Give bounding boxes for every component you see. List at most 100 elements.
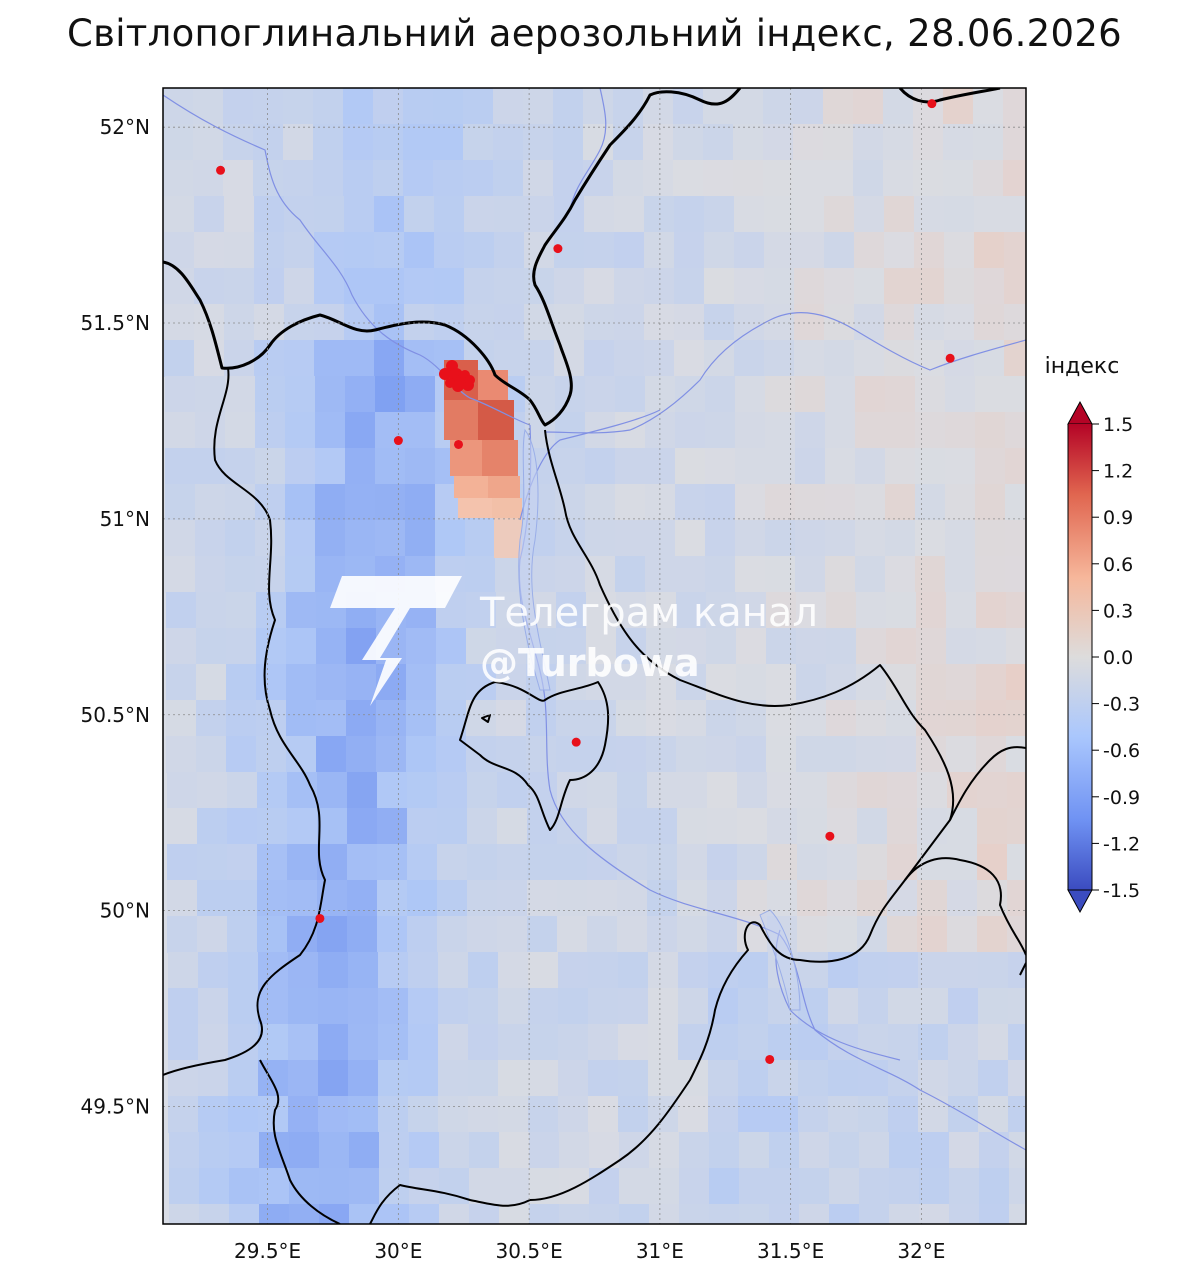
aerosol-pixel <box>407 844 438 881</box>
aerosol-pixel <box>169 1204 200 1224</box>
aerosol-pixel <box>798 1024 829 1061</box>
aerosol-pixel <box>797 844 828 881</box>
aerosol-pixel <box>797 772 828 809</box>
aerosol-pixel <box>255 412 286 449</box>
aerosol-pixel <box>1004 304 1026 341</box>
aerosol-pixel <box>343 88 374 125</box>
aerosol-pixel <box>228 1024 259 1061</box>
aerosol-pixel <box>226 592 257 629</box>
aerosol-pixel <box>287 808 318 845</box>
aerosol-pixel <box>194 196 225 233</box>
aerosol-pixel <box>403 124 434 161</box>
aerosol-pixel <box>554 304 585 341</box>
aerosol-pixel <box>645 484 676 521</box>
aerosol-pixel <box>193 160 224 197</box>
aerosol-pixel <box>763 88 794 125</box>
aerosol-pixel <box>223 88 254 125</box>
aerosol-pixel <box>974 340 1005 377</box>
aerosol-pixel <box>793 88 824 125</box>
aerosol-pixel <box>828 1096 859 1133</box>
aerosol-pixel <box>497 772 528 809</box>
aerosol-pixel <box>197 808 228 845</box>
aerosol-pixel <box>855 412 886 449</box>
aerosol-pixel <box>679 1168 710 1205</box>
aerosol-pixel <box>167 808 198 845</box>
aerosol-pixel <box>228 988 259 1025</box>
aerosol-pixel <box>769 1132 800 1169</box>
aerosol-pixel <box>373 124 404 161</box>
aerosol-pixel <box>408 1060 439 1097</box>
aerosol-pixel <box>438 988 469 1025</box>
aerosol-pixel <box>885 376 916 413</box>
aerosol-pixel <box>975 520 1006 557</box>
aerosol-pixel <box>405 412 436 449</box>
aerosol-pixel <box>168 1024 199 1061</box>
aerosol-pixel <box>975 484 1006 521</box>
aerosol-pixel <box>198 1096 229 1133</box>
x-axis-ticks: 29.5°E 30°E 30.5°E 31°E 31.5°E 32°E <box>234 1239 945 1263</box>
aerosol-pixel <box>739 1204 770 1224</box>
aerosol-pixel <box>945 448 976 485</box>
aerosol-pixel <box>197 880 228 917</box>
aerosol-pixel <box>943 160 974 197</box>
aerosol-pixel <box>915 412 946 449</box>
aerosol-pixel <box>853 160 884 197</box>
aerosol-pixel <box>828 1060 859 1097</box>
aerosol-pixel <box>883 124 914 161</box>
aerosol-pixel <box>288 952 319 989</box>
aerosol-pixel <box>223 160 254 197</box>
aerosol-pixel <box>405 520 436 557</box>
aerosol-pixel <box>739 1168 770 1205</box>
aerosol-pixel <box>289 1204 320 1224</box>
aerosol-pixel <box>498 988 529 1025</box>
aerosol-pixel <box>284 196 315 233</box>
aerosol-pixel <box>945 412 976 449</box>
aerosol-pixel <box>887 916 918 953</box>
aerosol-pixel <box>705 412 736 449</box>
aerosol-pixel <box>765 556 796 593</box>
aerosol-pixel <box>494 268 525 305</box>
aerosol-pixel <box>645 376 676 413</box>
aerosol-pixel <box>254 196 285 233</box>
aerosol-pixel <box>406 628 437 665</box>
aerosol-pixel <box>917 772 948 809</box>
aerosol-pixel <box>949 1168 980 1205</box>
aerosol-pixel <box>854 268 885 305</box>
aerosol-pixel <box>825 412 856 449</box>
aerosol-pixel <box>288 988 319 1025</box>
aerosol-pixel <box>618 1060 649 1097</box>
aerosol-pixel <box>619 1204 650 1224</box>
aerosol-pixel <box>409 1168 440 1205</box>
aerosol-pixel <box>227 844 258 881</box>
aerosol-pixel <box>828 1024 859 1061</box>
aerosol-pixel <box>406 664 437 701</box>
aerosol-pixel <box>438 1060 469 1097</box>
aerosol-pixel <box>825 448 856 485</box>
aerosol-pixel <box>586 700 617 737</box>
aerosol-pixel <box>557 880 588 917</box>
aerosol-pixel <box>227 772 258 809</box>
aerosol-pixel <box>643 160 674 197</box>
aerosol-pixel <box>918 1024 949 1061</box>
aerosol-pixel <box>704 232 735 269</box>
aerosol-pixel <box>493 124 524 161</box>
aerosol-pixel <box>466 736 497 773</box>
aerosol-pixel <box>498 1096 529 1133</box>
aerosol-pixel <box>884 304 915 341</box>
aerosol-pixel <box>855 556 886 593</box>
aerosol-pixel <box>315 376 346 413</box>
aerosol-pixel <box>589 1168 620 1205</box>
kyiv-reservoir <box>518 428 551 691</box>
aerosol-pixel <box>979 1168 1010 1205</box>
aerosol-pixel <box>826 736 857 773</box>
aerosol-pixel <box>196 628 227 665</box>
aerosol-pixel <box>767 844 798 881</box>
aerosol-pixel <box>373 160 404 197</box>
aerosol-pixel <box>373 88 404 125</box>
aerosol-pixel <box>528 988 559 1025</box>
aerosol-pixel <box>765 412 796 449</box>
aerosol-pixel <box>437 880 468 917</box>
aerosol-pixel <box>468 952 499 989</box>
aerosol-pixel <box>225 556 256 593</box>
aerosol-pixel <box>313 124 344 161</box>
